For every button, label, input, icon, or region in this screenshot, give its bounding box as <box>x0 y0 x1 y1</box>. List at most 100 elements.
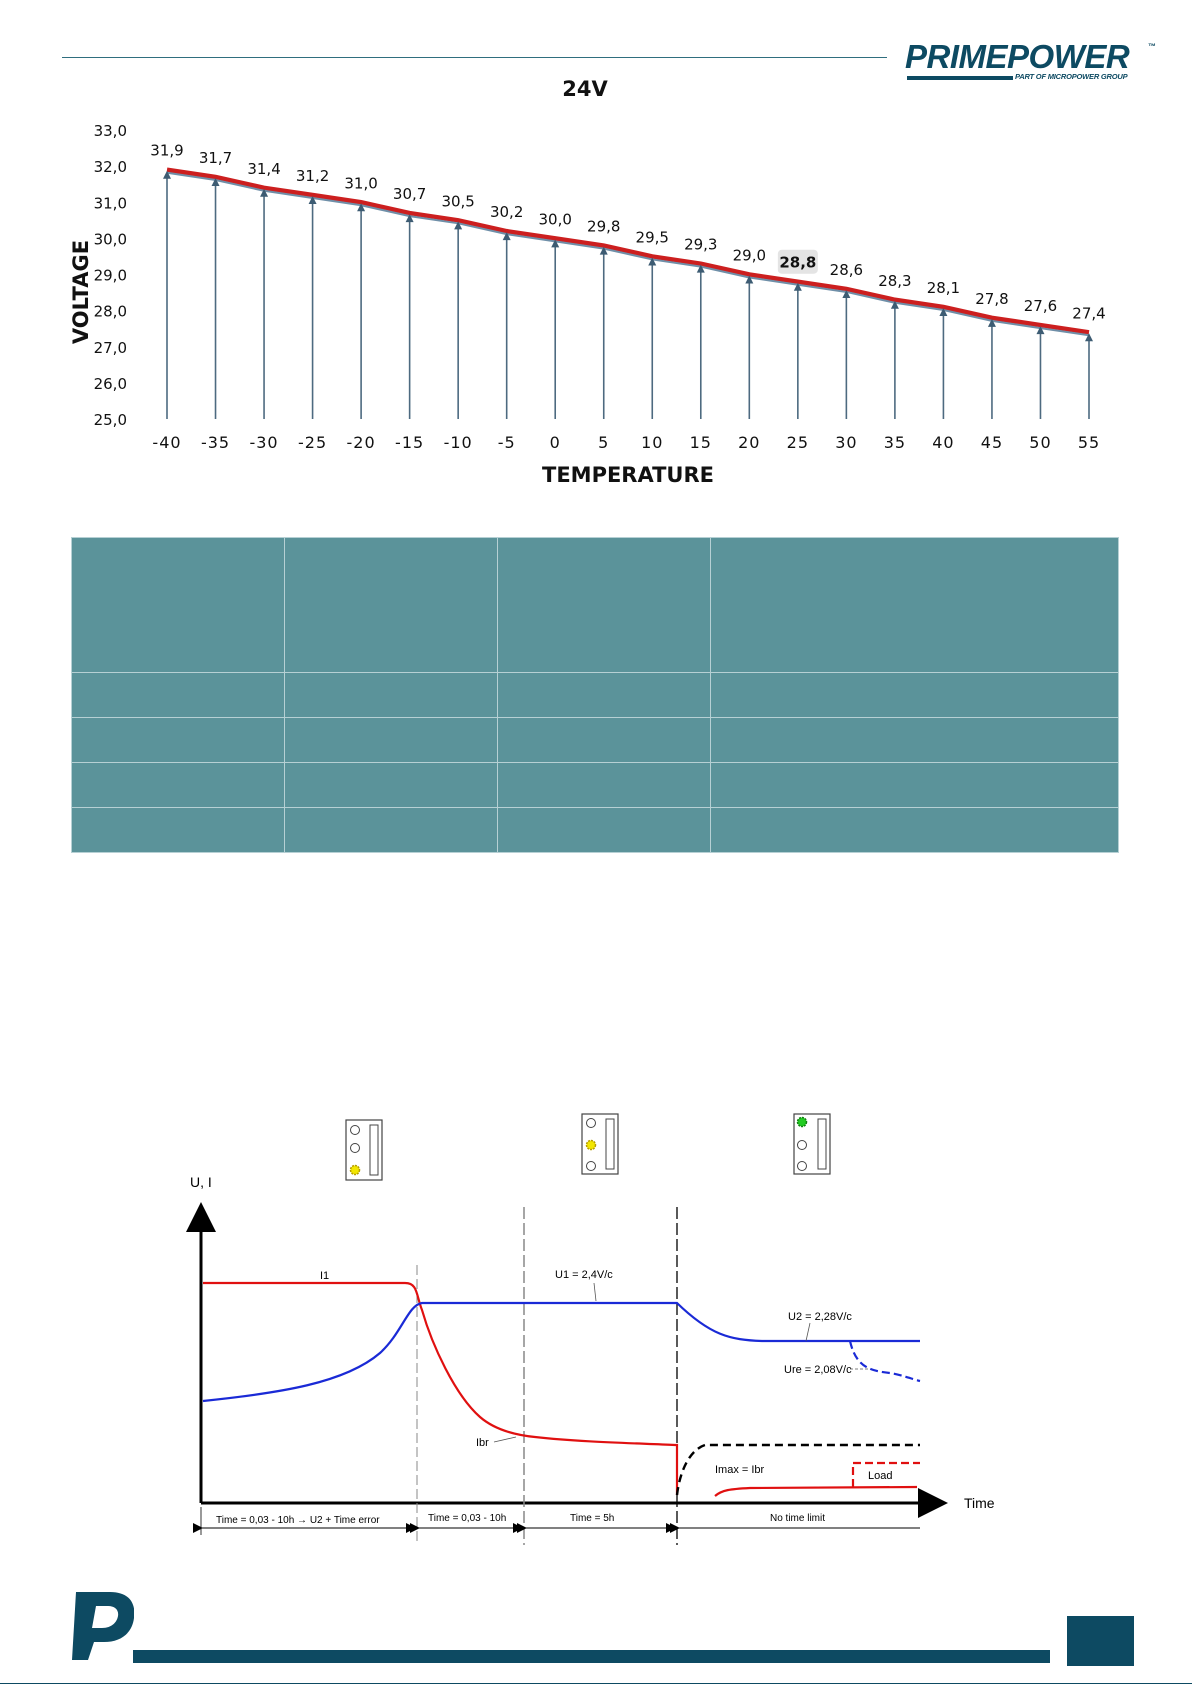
y-tick-label: 32,0 <box>94 158 127 176</box>
table-cell <box>497 537 711 673</box>
x-tick-label: -10 <box>444 433 473 452</box>
header-rule <box>62 57 887 58</box>
data-point <box>696 264 705 273</box>
imax-curve <box>675 1443 920 1496</box>
trademark: ™ <box>1148 42 1156 51</box>
i1-label: I1 <box>320 1270 329 1282</box>
x-tick-label: 35 <box>884 433 906 452</box>
table-row <box>71 672 1119 718</box>
logo-underline <box>907 76 1013 80</box>
x-tick-label: -40 <box>152 433 181 452</box>
data-point <box>551 239 560 248</box>
data-label: 29,5 <box>636 228 669 246</box>
table-cell <box>710 717 1119 763</box>
phase-label: No time limit <box>770 1513 825 1524</box>
table-cell <box>284 672 498 718</box>
table-row <box>71 762 1119 808</box>
data-table <box>71 537 1119 853</box>
imax-label: Imax = Ibr <box>715 1464 765 1476</box>
y-tick-label: 30,0 <box>94 230 127 248</box>
x-axis-label: TEMPERATURE <box>542 463 714 487</box>
table-cell <box>284 537 498 673</box>
x-tick-label: 15 <box>690 433 712 452</box>
data-label: 31,9 <box>150 142 183 160</box>
ibr-label: Ibr <box>476 1437 489 1449</box>
u1-label: U1 = 2,4V/c <box>555 1269 613 1281</box>
data-label: 31,4 <box>247 160 280 178</box>
data-point <box>939 308 948 317</box>
led-indicator <box>581 1113 619 1175</box>
table-cell <box>497 672 711 718</box>
table-cell <box>710 672 1119 718</box>
y-tick-label: 28,0 <box>94 303 127 321</box>
data-label: 29,3 <box>684 236 717 254</box>
table-cell <box>71 537 285 673</box>
table-cell <box>710 762 1119 808</box>
highlight-box <box>777 249 818 274</box>
data-label: 29,0 <box>733 247 766 265</box>
x-tick-label: 40 <box>932 433 954 452</box>
table-cell <box>497 762 711 808</box>
brand-name: PRIMEPOWER <box>905 38 1130 75</box>
data-point <box>890 300 899 309</box>
y-tick-label: 27,0 <box>94 339 127 357</box>
table-row <box>71 717 1119 763</box>
data-label: 28,1 <box>927 279 960 297</box>
data-point <box>357 203 366 212</box>
data-label: 27,4 <box>1072 304 1105 322</box>
load-curve <box>851 1461 920 1487</box>
u2-label: U2 = 2,28V/c <box>788 1311 852 1323</box>
data-point <box>211 177 220 186</box>
y-tick-label: 25,0 <box>94 411 127 429</box>
x-tick-label: 55 <box>1078 433 1100 452</box>
series-line <box>166 167 1090 335</box>
data-label: 31,0 <box>344 174 377 192</box>
current-curve <box>203 1281 679 1495</box>
data-point <box>987 318 996 327</box>
x-tick-label: -5 <box>498 433 516 452</box>
led-indicator <box>793 1113 831 1175</box>
x-tick-label: 50 <box>1029 433 1051 452</box>
chart-title: 24V <box>562 77 608 101</box>
table-cell <box>497 717 711 763</box>
footer-rule <box>0 1683 1192 1684</box>
current-curve-after <box>714 1485 918 1497</box>
data-label: 28,3 <box>878 272 911 290</box>
table-cell <box>71 717 285 763</box>
x-tick-label: 20 <box>738 433 760 452</box>
y-tick-label: 29,0 <box>94 267 127 285</box>
data-label: 27,6 <box>1024 297 1057 315</box>
table-cell <box>71 672 285 718</box>
y-axis-label: U, I <box>190 1174 212 1190</box>
data-label: 29,8 <box>587 218 620 236</box>
primepower-logo: PRIMEPOWER ™ PART OF MICROPOWER GROUP <box>905 38 1156 88</box>
ure-curve <box>848 1340 921 1383</box>
charging-curve-diagram: U, I Time I1 U1 = 2,4V/c U2 = 2,28V/c Ur… <box>186 1113 995 1545</box>
x-tick-label: 45 <box>981 433 1003 452</box>
x-tick-label: -15 <box>395 433 424 452</box>
x-tick-label: -20 <box>347 433 376 452</box>
data-point <box>163 170 171 179</box>
data-point <box>745 275 754 284</box>
data-label: 28,8 <box>779 254 816 272</box>
data-point <box>793 282 802 291</box>
y-tick-label: 31,0 <box>94 194 127 212</box>
table-cell <box>284 717 498 763</box>
led-indicator <box>345 1119 383 1181</box>
ure-label: Ure = 2,08V/c <box>784 1364 852 1376</box>
table-cell <box>284 807 498 853</box>
phase-label: Time = 0,03 - 10h → U2 + Time error <box>216 1515 380 1526</box>
table-cell <box>710 537 1119 673</box>
data-point <box>1085 333 1093 342</box>
data-point <box>454 221 463 230</box>
x-tick-label: 5 <box>598 433 609 452</box>
x-axis-label: Time <box>964 1495 995 1511</box>
table-cell <box>71 762 285 808</box>
x-tick-label: -35 <box>201 433 230 452</box>
x-tick-label: 10 <box>641 433 663 452</box>
page-number-box <box>1067 1616 1134 1666</box>
brand-tagline: PART OF MICROPOWER GROUP <box>1015 72 1128 81</box>
data-label: 30,2 <box>490 203 523 221</box>
data-label: 30,7 <box>393 185 426 203</box>
x-tick-label: 25 <box>787 433 809 452</box>
